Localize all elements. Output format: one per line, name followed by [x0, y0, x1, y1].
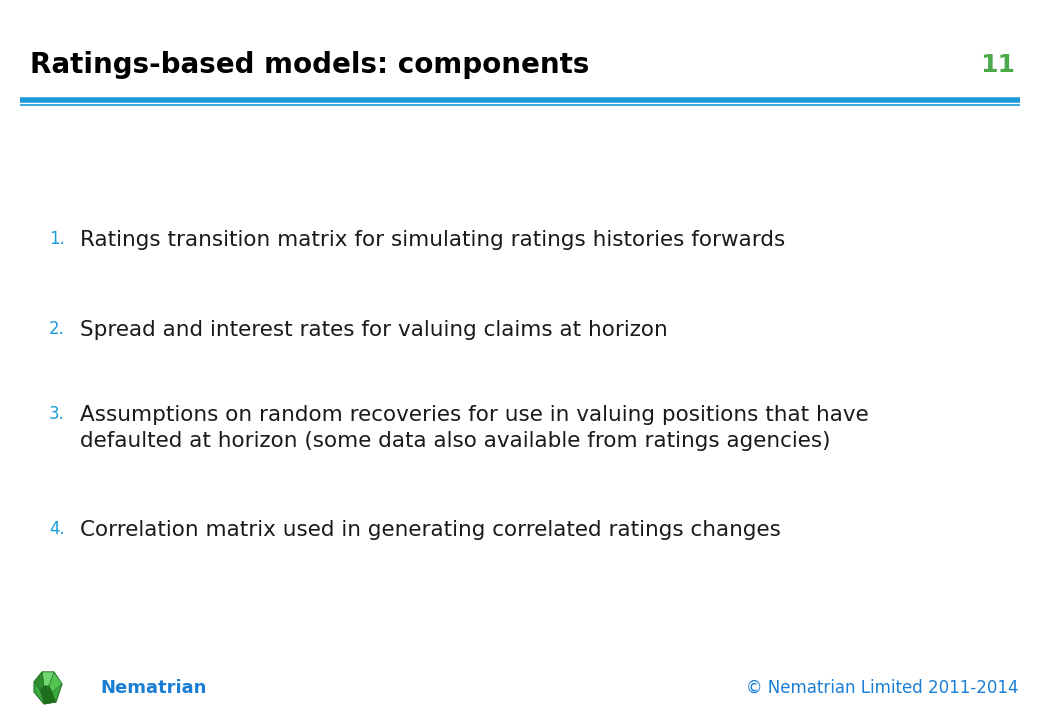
Polygon shape [34, 672, 62, 704]
Text: Correlation matrix used in generating correlated ratings changes: Correlation matrix used in generating co… [80, 520, 781, 540]
Text: Assumptions on random recoveries for use in valuing positions that have
defaulte: Assumptions on random recoveries for use… [80, 405, 868, 451]
Text: Spread and interest rates for valuing claims at horizon: Spread and interest rates for valuing cl… [80, 320, 668, 340]
Text: 1.: 1. [49, 230, 64, 248]
Text: Nematrian: Nematrian [100, 679, 206, 697]
Text: Ratings-based models: components: Ratings-based models: components [30, 51, 590, 79]
Text: 11: 11 [980, 53, 1015, 77]
Text: © Nematrian Limited 2011-2014: © Nematrian Limited 2011-2014 [746, 679, 1018, 697]
Text: 3.: 3. [49, 405, 64, 423]
Polygon shape [34, 672, 44, 690]
Polygon shape [49, 672, 62, 692]
Text: 2.: 2. [49, 320, 64, 338]
Text: Ratings transition matrix for simulating ratings histories forwards: Ratings transition matrix for simulating… [80, 230, 785, 250]
Polygon shape [42, 672, 54, 686]
Polygon shape [40, 686, 56, 704]
Text: 4.: 4. [49, 520, 64, 538]
